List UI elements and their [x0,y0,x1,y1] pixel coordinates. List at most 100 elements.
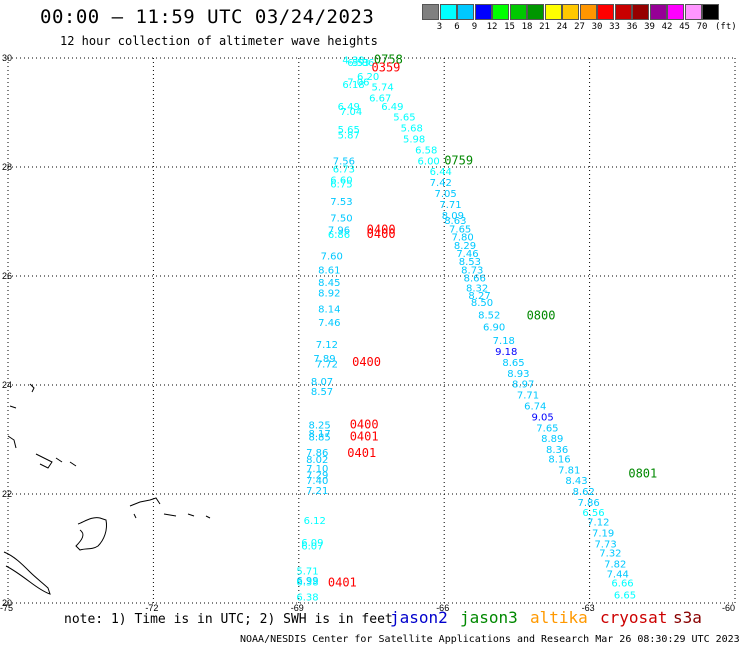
legend-label: 33 [609,22,620,32]
wave-height-value: 8.85 [308,433,330,444]
legend-swatch [649,4,667,20]
wave-height-value: 7.29 [306,471,328,482]
wave-height-value: 8.61 [318,265,340,276]
wave-height-value: 8.07 [311,377,333,388]
footnote: note: 1) Time is in UTC; 2) SWH is in fe… [64,612,393,627]
wave-height-value: 6.66 [611,579,633,590]
wave-height-value: 6.67 [369,94,391,105]
pass-time-label: 0400 [367,227,396,241]
wave-height-value: 7.50 [330,214,352,225]
wave-height-value: 5.68 [401,124,423,135]
wave-height-value: 7.80 [451,233,473,244]
wave-height-value: 7.05 [435,189,457,200]
wave-height-value: 7.12 [316,340,338,351]
wave-height-value: 8.27 [468,291,490,302]
satellite-s3a: s3a [673,608,702,627]
legend-swatch [544,4,562,20]
wave-height-value: 7.86 [306,448,328,459]
wave-height-value: 7.12 [587,518,609,529]
axis-labels: 30 28 26 24 22 20-75 -72 -69 -66 -63 -60 [0,53,735,613]
wave-height-value: 5.98 [403,134,425,145]
legend-swatch [667,4,684,20]
wave-height-value: 6.74 [524,402,546,413]
lon-tick-label: -72 [145,603,158,613]
legend-label: 42 [661,22,673,32]
legend-swatch [474,4,492,20]
island-small-1 [205,515,211,519]
wave-height-value: 7.72 [316,360,338,371]
wave-height-value: 4.38 [342,55,364,66]
legend-label: 12 [486,22,498,32]
island-small-2 [133,513,137,519]
wave-height-value: 7.19 [592,529,614,540]
wave-height-value: 5.74 [372,83,394,94]
satellite-altika: altika [530,608,588,627]
wave-height-value: 7.81 [558,465,580,476]
lon-tick-label: -60 [722,603,735,613]
wave-height-value: 7.04 [340,107,362,118]
legend-swatch [527,4,544,20]
wave-height-value: 8.62 [573,487,595,498]
wave-height-value: 5.65 [338,125,360,136]
wave-height-value: 6.00 [418,156,440,167]
wave-height-value: 8.09 [442,211,464,222]
lat-tick-label: 30 [2,53,12,63]
island-cuba-east [3,551,51,595]
wave-height-value: 7.18 [493,336,515,347]
wave-height-value: 8.92 [318,289,340,300]
wave-height-value: 8.14 [318,305,340,316]
legend-label: 36 [626,22,638,32]
pass-time-label: 0359 [372,61,401,75]
legend-swatch [579,4,597,20]
wave-height-value: 8.17 [308,429,330,440]
legend-label: 3 [436,22,443,32]
pass-time-label: 0401 [350,430,379,444]
legend-label: 39 [644,22,655,32]
wave-height-value: 8.16 [548,454,570,465]
wave-height-value: 8.66 [464,273,486,284]
wave-height-value: 8.89 [541,434,563,445]
pass-time-label: 0759 [444,153,473,167]
wave-height-value: 6.44 [430,167,452,178]
lon-tick-label: -69 [291,603,304,613]
island-bahamas-1 [29,383,35,393]
wave-height-value: 7.06 [347,77,369,88]
wave-height-value: 7.46 [456,249,478,260]
wave-height-value: 8.32 [466,283,488,294]
island-inagua [69,461,77,467]
wave-height-value: 6.86 [328,230,350,241]
legend-swatch [509,4,527,20]
island-hispaniola [75,517,107,551]
legend-label: 30 [591,22,603,32]
legend-swatch [597,4,614,20]
legend-swatch [422,4,439,20]
legend-swatch [457,4,474,20]
pass-time-label: 0401 [328,576,357,590]
wave-height-value: 8.63 [444,216,466,227]
wave-height-value: 6.58 [415,145,437,156]
wave-height-value: 6.49 [338,102,360,113]
legend-label: 18 [521,22,533,32]
wave-height-value: 6.75 [330,180,352,191]
wave-height-value: 6.90 [483,323,505,334]
wave-height-value: 7.56 [333,156,355,167]
legend-swatch [632,4,649,20]
legend-swatch [614,4,632,20]
legend-label: 21 [539,22,550,32]
wave-height-value: 7.60 [321,252,343,263]
wave-height-value: 5.65 [393,113,415,124]
legend-label: 6 [454,22,460,32]
wave-height-value: 8.29 [454,241,476,252]
lat-tick-label: 28 [2,162,12,172]
wave-height-value: 6.60 [330,175,352,186]
satellite-cryosat: cryosat [600,608,668,627]
wave-height-value: 7.42 [430,178,452,189]
wave-height-value: 7.82 [604,560,626,571]
lat-tick-label: 24 [2,380,12,390]
map-title: 00:00 – 11:59 UTC 03/24/2023 [40,6,375,28]
wave-height-value: 6.38 [296,592,318,603]
wave-height-value: 6.12 [304,516,326,527]
wave-height-value: 7.46 [318,318,340,329]
map-grid [7,57,736,604]
wave-height-value: 6.73 [333,164,355,175]
